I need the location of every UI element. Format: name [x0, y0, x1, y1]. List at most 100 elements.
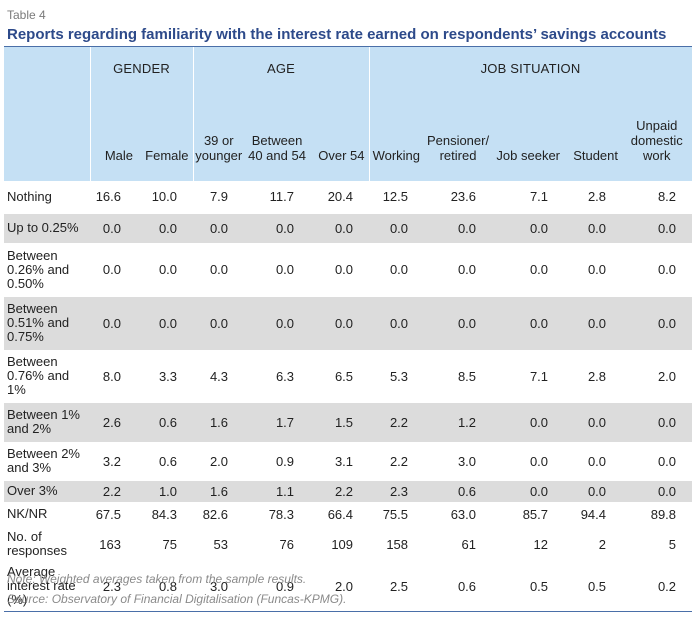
table-cell: 2 — [564, 526, 623, 563]
table-cell: 16.6 — [90, 181, 137, 214]
table-cell: 0.0 — [137, 296, 194, 351]
table-cell: 12.5 — [369, 181, 425, 214]
table-cell: 2.0 — [310, 562, 370, 611]
table-row: Between 0.76% and 1% 8.0 3.3 4.3 6.3 6.5 5.3 8.5 7… — [4, 350, 693, 403]
column-header-line — [91, 133, 134, 148]
table-row: Average interest rate (%) 2.3 0.8 3.0 0.9 2.0 2.… — [4, 562, 693, 611]
table-cell: 0.0 — [193, 213, 245, 244]
row-label: Between 0.51% and 0.75% — [4, 296, 90, 351]
table-cell: 2.8 — [564, 181, 623, 214]
table-cell: 8.0 — [90, 350, 137, 403]
column-header-line — [137, 133, 189, 148]
table-cell: 0.0 — [424, 296, 493, 351]
table-cell: 0.0 — [193, 296, 245, 351]
table-cell: 0.0 — [564, 296, 623, 351]
column-header-row: Male Female 39 or younger Between 40 and 5… — [4, 89, 693, 181]
row-label: Over 3% — [4, 480, 90, 503]
row-label-line: 0.51% and — [7, 315, 70, 330]
row-label-line: Between 1% — [7, 407, 80, 422]
table-cell: 4.3 — [193, 350, 245, 403]
column-header-line — [91, 118, 134, 133]
column-header: Between 40 and 54 — [244, 89, 311, 181]
table-cell: 0.0 — [137, 213, 194, 244]
table-cell: 0.0 — [622, 213, 693, 244]
row-label-line: 0.76% and — [7, 368, 70, 383]
column-header-line: Between — [251, 132, 303, 148]
table-cell: 53 — [193, 526, 245, 563]
table-row: No. of responses 163 75 53 76 109 158 61 12 2 5 — [4, 526, 693, 563]
table-cell: 0.8 — [137, 562, 194, 611]
table-cell: 0.0 — [310, 243, 370, 297]
row-label-line: 0.50% — [7, 275, 44, 291]
table-cell: 0.6 — [424, 562, 493, 611]
column-header-line: Pensioner/ — [426, 132, 490, 148]
table-cell: 2.2 — [310, 480, 370, 503]
table-cell: 0.0 — [622, 480, 693, 503]
column-header-line: Female — [145, 147, 189, 163]
row-label: Up to 0.25% — [4, 213, 90, 244]
table-cell: 0.9 — [244, 562, 311, 611]
column-header-line: Over 54 — [318, 147, 365, 163]
column-header-line: Male — [104, 147, 133, 163]
table-row: Up to 0.25% 0.0 0.0 0.0 0.0 0.0 0.0 0.0 0.0 0.0 0.… — [4, 213, 693, 244]
table-cell: 2.0 — [193, 442, 245, 481]
table-cell: 10.0 — [137, 181, 194, 214]
row-label-line: interest rate — [7, 578, 76, 593]
table-row: Between 0.26% and 0.50% 0.0 0.0 0.0 0.0 0.0 0.0 0… — [4, 243, 693, 297]
column-header-line: Unpaid — [636, 117, 678, 133]
table-cell: 0.5 — [492, 562, 565, 611]
table-cell: 0.0 — [244, 213, 311, 244]
table-cell: 6.5 — [310, 350, 370, 403]
row-label-line: responses — [7, 543, 67, 558]
column-header: Male — [90, 89, 137, 181]
table-cell: 0.0 — [622, 402, 693, 443]
column-header-line — [244, 118, 310, 133]
table-body: Nothing 16.6 10.0 7.9 11.7 20.4 12.5 23.6 7.1 2.8… — [4, 181, 693, 611]
table-cell: 0.0 — [622, 442, 693, 481]
table-source: Source: Observatory of Financial Digital… — [7, 592, 347, 606]
table-cell: 0.0 — [564, 442, 623, 481]
table-cell: 1.7 — [244, 402, 311, 443]
table-cell: 3.2 — [90, 442, 137, 481]
table-cell: 158 — [369, 526, 425, 563]
column-header: Job seeker — [492, 89, 565, 181]
column-header: Over 54 — [310, 89, 370, 181]
table-note: Note: Weighted averages taken from the s… — [7, 572, 307, 586]
column-header: Unpaid domestic work — [622, 89, 693, 181]
column-header-line — [194, 118, 245, 133]
row-label-line: and 2% — [7, 421, 52, 436]
row-label-line: 1% — [7, 382, 26, 397]
table-cell: 163 — [90, 526, 137, 563]
row-label-line: and 3% — [7, 460, 52, 475]
column-group-row: GENDER AGE JOB SITUATION — [4, 47, 693, 89]
table-label: Table 4 — [7, 8, 46, 22]
table-title: Reports regarding familiarity with the i… — [7, 26, 667, 43]
corner-cell — [4, 89, 91, 181]
column-header-line: domestic — [630, 132, 683, 148]
table-cell: 0.0 — [244, 296, 311, 351]
row-label-line: Between — [7, 301, 58, 316]
table-cell: 89.8 — [622, 502, 693, 527]
table-cell: 0.0 — [564, 213, 623, 244]
column-header-line — [492, 133, 560, 148]
table-cell: 2.5 — [369, 562, 425, 611]
table-cell: 0.0 — [90, 213, 137, 244]
table-cell: 2.6 — [90, 402, 137, 443]
column-header-line — [370, 133, 421, 148]
column-group-gender: GENDER — [90, 47, 194, 89]
table-cell: 0.0 — [564, 402, 623, 443]
table-cell: 0.0 — [424, 243, 493, 297]
table-cell: 1.1 — [244, 480, 311, 503]
table-cell: 7.1 — [492, 181, 565, 214]
column-header-line — [564, 133, 618, 148]
column-header: Working — [369, 89, 425, 181]
table-cell: 0.0 — [369, 243, 425, 297]
table-cell: 84.3 — [137, 502, 194, 527]
table-cell: 82.6 — [193, 502, 245, 527]
table-cell: 0.0 — [244, 243, 311, 297]
table-cell: 0.0 — [492, 296, 565, 351]
table-cell: 0.0 — [310, 296, 370, 351]
table-cell: 1.6 — [193, 480, 245, 503]
row-label-line: 0.26% and — [7, 261, 70, 277]
table-cell: 12 — [492, 526, 565, 563]
